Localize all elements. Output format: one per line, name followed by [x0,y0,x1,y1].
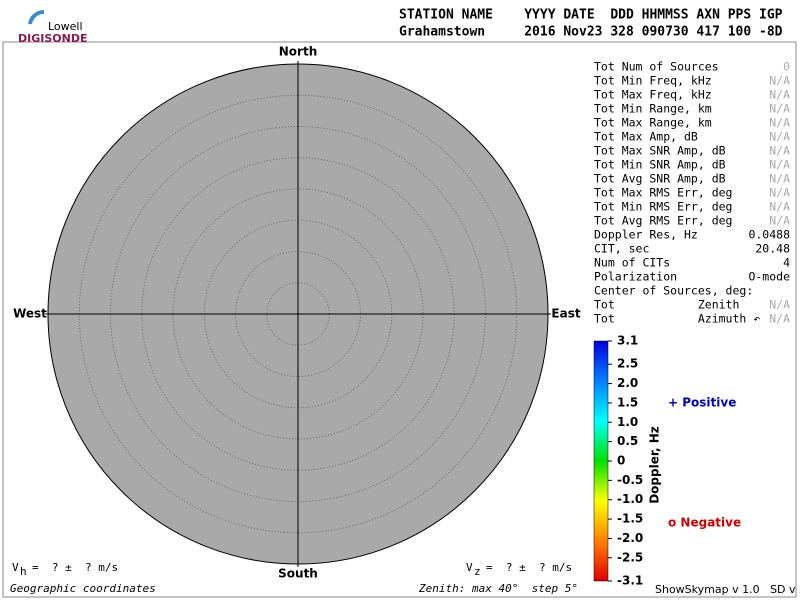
tick-label: -2.0 [617,531,643,545]
tick-label: 2.5 [617,357,638,371]
stat-label: Num of CITs [594,256,670,270]
stat-value: N/A [769,172,790,186]
vz-symbol: V [466,561,473,574]
stat-label: Polarization [594,270,677,284]
stat-value: N/A [769,312,790,326]
stat-value: N/A [769,116,790,130]
polar-plot [45,61,551,567]
stat-label: Tot Max RMS Err, deg [594,186,732,200]
stat-label: Tot Min RMS Err, deg [594,200,732,214]
frame [2,41,797,598]
stat-value: N/A [769,144,790,158]
coords: Geographic coordinates [10,582,156,595]
stat-value: N/A [769,200,790,214]
vz-sub: z [474,565,481,578]
vh-text: = ? ± ? m/s [32,561,118,574]
stat-value: N/A [769,88,790,102]
tick-label: 3.1 [617,334,638,348]
tick-label: 1.0 [617,415,638,429]
compass-label: East [551,307,580,321]
logo-arc [28,9,45,25]
stat-value: N/A [769,186,790,200]
stat-label: Tot Min SNR Amp, dB [594,158,726,172]
colorbar-fill [593,340,609,582]
stat-label: Tot Max SNR Amp, dB [594,144,726,158]
tick-label: -3.1 [617,574,643,588]
tick-label: -1.5 [617,512,643,526]
logo-top: Lowell [48,20,83,33]
stat-value: 0 [783,60,790,74]
tick-label: 0 [617,454,625,468]
stat-value: 4 [783,256,790,270]
stat-value: N/A [769,74,790,88]
stat-label: Tot Azimuth ↶ [594,312,760,326]
stat-label: Tot Num of Sources [594,60,719,74]
colorbar-label: Doppler, Hz [648,426,662,504]
zenith-info: Zenith: max 40° step 5° [418,582,578,595]
stat-value: N/A [769,214,790,228]
legend-positive: + Positive [668,396,736,410]
stat-value: N/A [769,102,790,116]
tick-label: 2.0 [617,376,638,390]
compass-label: South [278,567,318,581]
stat-label: Tot Min Range, km [594,102,712,116]
tick-label: -1.0 [617,492,643,506]
stats: Tot Num of Sources 0 Tot Min Freq, kHz N/A T… [594,60,790,326]
stat-value: 20.48 [755,242,790,256]
stat-value: O-mode [748,270,790,284]
vh-symbol: V [12,561,19,574]
stat-label: Tot Max Range, km [594,116,712,130]
version: ShowSkymap v 1.0 SD v 5.1 [655,583,800,596]
stat-value: N/A [769,298,790,312]
header-line: Grahamstown 2016 Nov23 328 090730 417 10… [399,25,783,40]
stat-value: N/A [769,130,790,144]
tick-label: 0.5 [617,434,638,448]
compass-label: West [13,307,47,321]
legend-negative: o Negative [668,516,741,530]
stat-label: Tot Max Freq, kHz [594,88,712,102]
stat-value: 0.0488 [748,228,790,242]
stat-label: Tot Avg SNR Amp, dB [594,172,726,186]
vh-sub: h [20,565,27,578]
compass-label: North [279,45,317,59]
logo-bottom: DIGISONDE [18,32,87,45]
stat-label: Doppler Res, Hz [594,228,698,242]
header-line: STATION NAME YYYY DATE DDD HHMMSS AXN PP… [399,8,783,23]
tick-label: -2.5 [617,550,643,564]
stat-label: Center of Sources, deg: [594,284,753,298]
stat-label: Tot Min Freq, kHz [594,74,712,88]
stat-label: Tot Max Amp, dB [594,130,698,144]
stat-label: CIT, sec [594,242,649,256]
stat-label: Tot Zenith [594,298,739,312]
vz-text: = ? ± ? m/s [486,561,572,574]
colorbar: 3.1 2.5 2.0 1.5 1.0 0.5 0 -0.5 -1.0 -1.5 -2.0 -2.5 -… [593,334,643,588]
stat-value: N/A [769,158,790,172]
tick-label: -0.5 [617,473,643,487]
stat-label: Tot Avg RMS Err, deg [594,214,732,228]
tick-label: 1.5 [617,395,638,409]
